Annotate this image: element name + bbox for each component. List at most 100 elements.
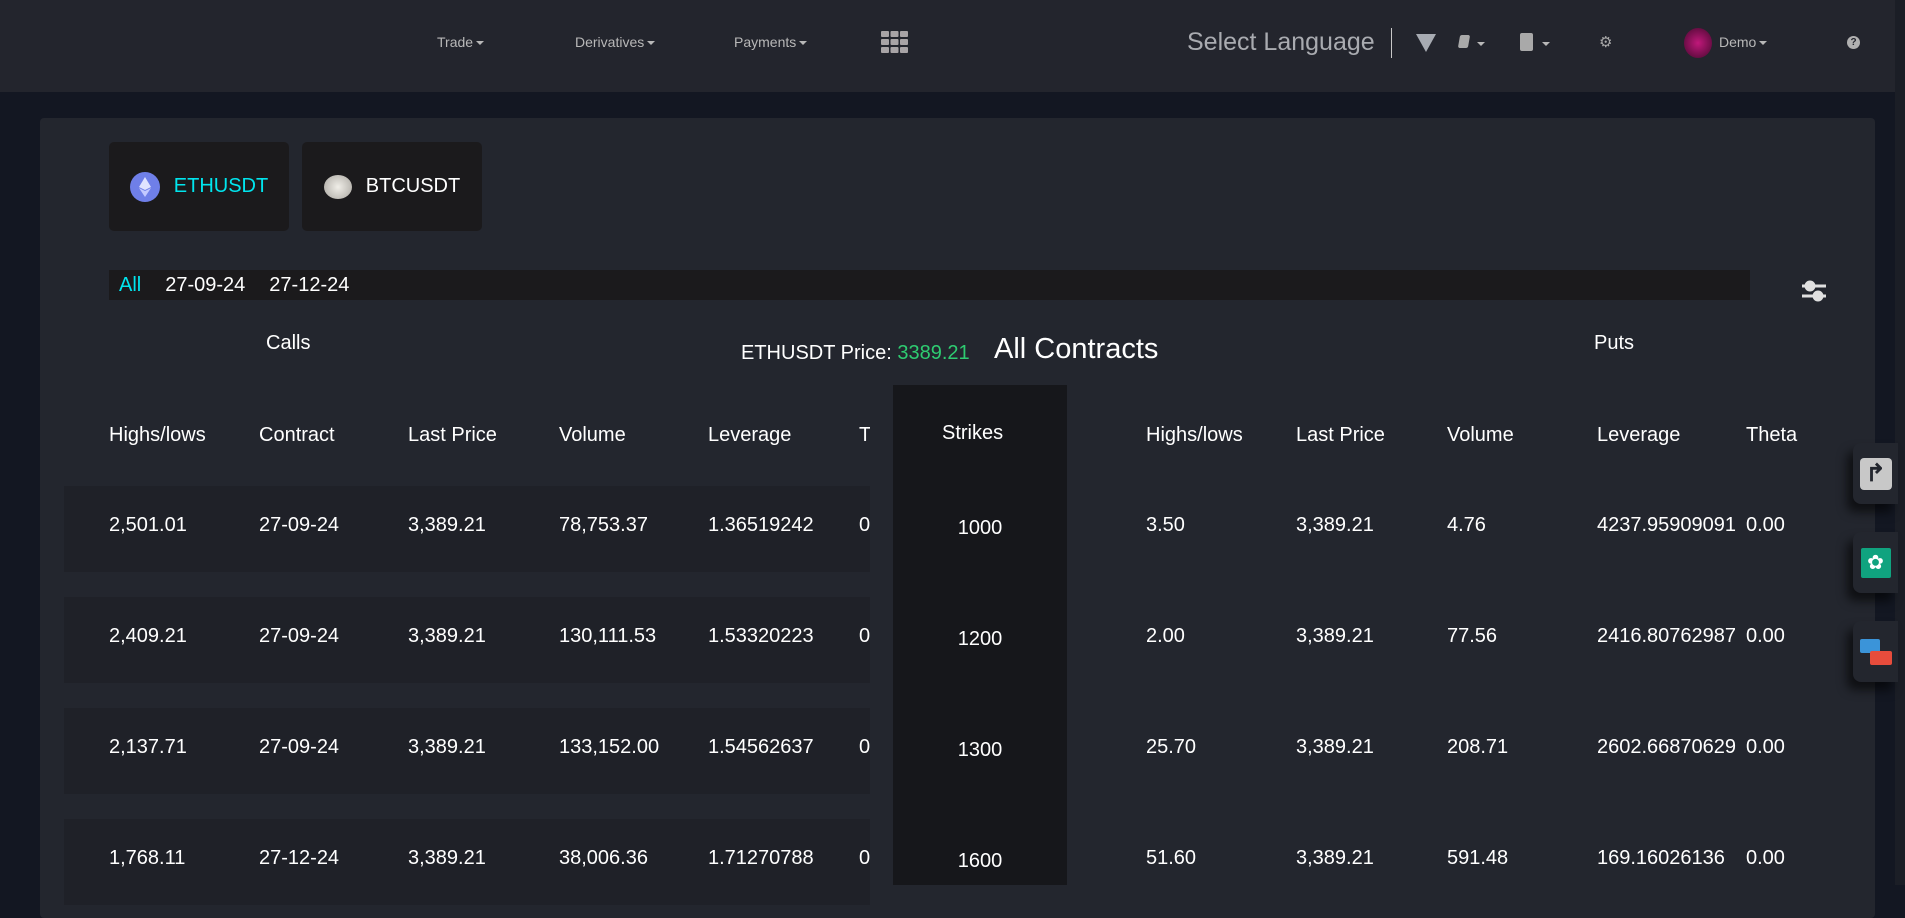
symbol-label: ETHUSDT [173,175,269,197]
user-menu[interactable]: Demo [1719,34,1768,50]
puts-header: Last Price [1296,424,1385,446]
symbol-tab-btcusdt[interactable]: BTCUSDT [302,142,482,231]
language-select[interactable]: Select Language [1187,28,1375,56]
calls-header: Highs/lows [109,424,206,446]
date-filter[interactable]: 27-09-24 [165,273,246,296]
symbol-tab-ethusdt[interactable]: ETHUSDT [109,142,289,231]
avatar[interactable] [1684,28,1712,58]
calls-row[interactable] [64,708,870,794]
call-cell: 1,768.11 [109,847,186,869]
gear-icon[interactable]: ⚙ [1599,34,1613,51]
call-cell: 27-09-24 [259,625,340,647]
nav-label: Trade [437,34,474,50]
put-cell: 3.50 [1146,514,1185,536]
calls-label: Calls [266,332,311,354]
price-readout: ETHUSDT Price: 3389.21 [741,342,970,365]
call-cell: 3,389.21 [408,625,486,647]
call-cell: 27-12-24 [259,847,340,869]
strike-value[interactable]: 1300 [957,739,1003,761]
nav-payments[interactable]: Payments [734,34,808,50]
calls-header: T [859,424,870,446]
calls-header: Leverage [708,424,792,446]
date-filter[interactable]: 27-12-24 [269,273,350,296]
call-cell: 3,389.21 [408,736,486,758]
page-title: All Contracts [994,333,1159,365]
call-cell: 1.54562637 [708,736,814,758]
call-cell: 1.71270788 [708,847,814,869]
caret-down-icon [1759,41,1768,46]
strike-value[interactable]: 1000 [957,517,1003,539]
wallet-bag-icon[interactable] [1520,33,1533,51]
nav-label: Derivatives [575,34,645,50]
caret-down-icon [1542,42,1550,46]
strikes-header: Strikes [942,422,1004,444]
caret-down-icon [1477,42,1485,46]
strike-value[interactable]: 1600 [957,850,1003,872]
call-cell: 27-09-24 [259,514,340,536]
apps-grid-icon[interactable] [881,31,908,53]
calls-row[interactable] [64,486,870,572]
btc-coin-icon [323,174,352,199]
chatgpt-icon: ✿ [1860,547,1891,578]
put-cell: 77.56 [1447,625,1498,647]
call-cell: 133,152.00 [559,736,660,758]
price-value: 3389.21 [897,342,970,364]
price-label: ETHUSDT Price: [741,342,892,364]
put-cell: 4237.95909091 [1597,514,1737,536]
calls-row[interactable] [64,597,870,683]
put-cell: 3,389.21 [1296,625,1374,647]
calls-header: Contract [259,424,335,446]
put-cell: 3,389.21 [1296,847,1374,869]
strike-value[interactable]: 1200 [957,628,1003,650]
caret-down-icon [799,41,808,46]
calls-header: Volume [559,424,626,446]
puts-header: Highs/lows [1146,424,1243,446]
scrollbar[interactable] [1895,0,1905,885]
put-cell: 0.00 [1746,625,1785,647]
call-cell: 78,753.37 [559,514,648,536]
put-cell: 2.00 [1146,625,1185,647]
chatgpt-button[interactable]: ✿ [1853,532,1898,593]
puts-label: Puts [1594,332,1635,354]
chat-button[interactable] [1853,621,1898,682]
put-cell: 3,389.21 [1296,514,1374,536]
call-cell: 0 [859,736,871,758]
call-cell: 3,389.21 [408,514,486,536]
put-cell: 591.48 [1447,847,1509,869]
call-cell: 0 [859,847,871,869]
call-cell: 0 [859,514,871,536]
nav-trade[interactable]: Trade [437,34,485,50]
caret-down-icon [647,41,656,46]
put-cell: 25.70 [1146,736,1197,758]
share-icon: ↱ [1859,457,1892,490]
strikes-column [893,385,1067,885]
put-cell: 3,389.21 [1296,736,1374,758]
help-icon[interactable]: ? [1847,36,1860,49]
dropdown-triangle-icon[interactable] [1416,34,1436,52]
share-button[interactable]: ↱ [1853,443,1898,504]
put-cell: 51.60 [1146,847,1197,869]
nav-derivatives[interactable]: Derivatives [575,34,656,50]
call-cell: 130,111.53 [559,625,657,647]
puts-header: Volume [1447,424,1514,446]
sliders-icon[interactable] [1801,280,1827,302]
user-name: Demo [1719,34,1757,50]
call-cell: 27-09-24 [259,736,340,758]
chat-bubbles-icon [1859,638,1892,665]
ethereum-icon [129,171,160,202]
date-filter-all[interactable]: All [119,273,142,296]
symbol-label: BTCUSDT [365,175,461,197]
put-cell: 2416.80762987 [1597,625,1737,647]
call-cell: 3,389.21 [408,847,486,869]
call-cell: 2,501.01 [109,514,187,536]
put-cell: 0.00 [1746,847,1785,869]
call-cell: 1.53320223 [708,625,814,647]
put-cell: 169.16026136 [1597,847,1725,869]
book-icon[interactable] [1457,35,1471,48]
call-cell: 1.36519242 [708,514,814,536]
expiry-filter-bar: All 27-09-24 27-12-24 [109,270,1750,300]
put-cell: 0.00 [1746,736,1785,758]
put-cell: 208.71 [1447,736,1509,758]
divider [1391,28,1392,58]
caret-down-icon [476,41,485,46]
